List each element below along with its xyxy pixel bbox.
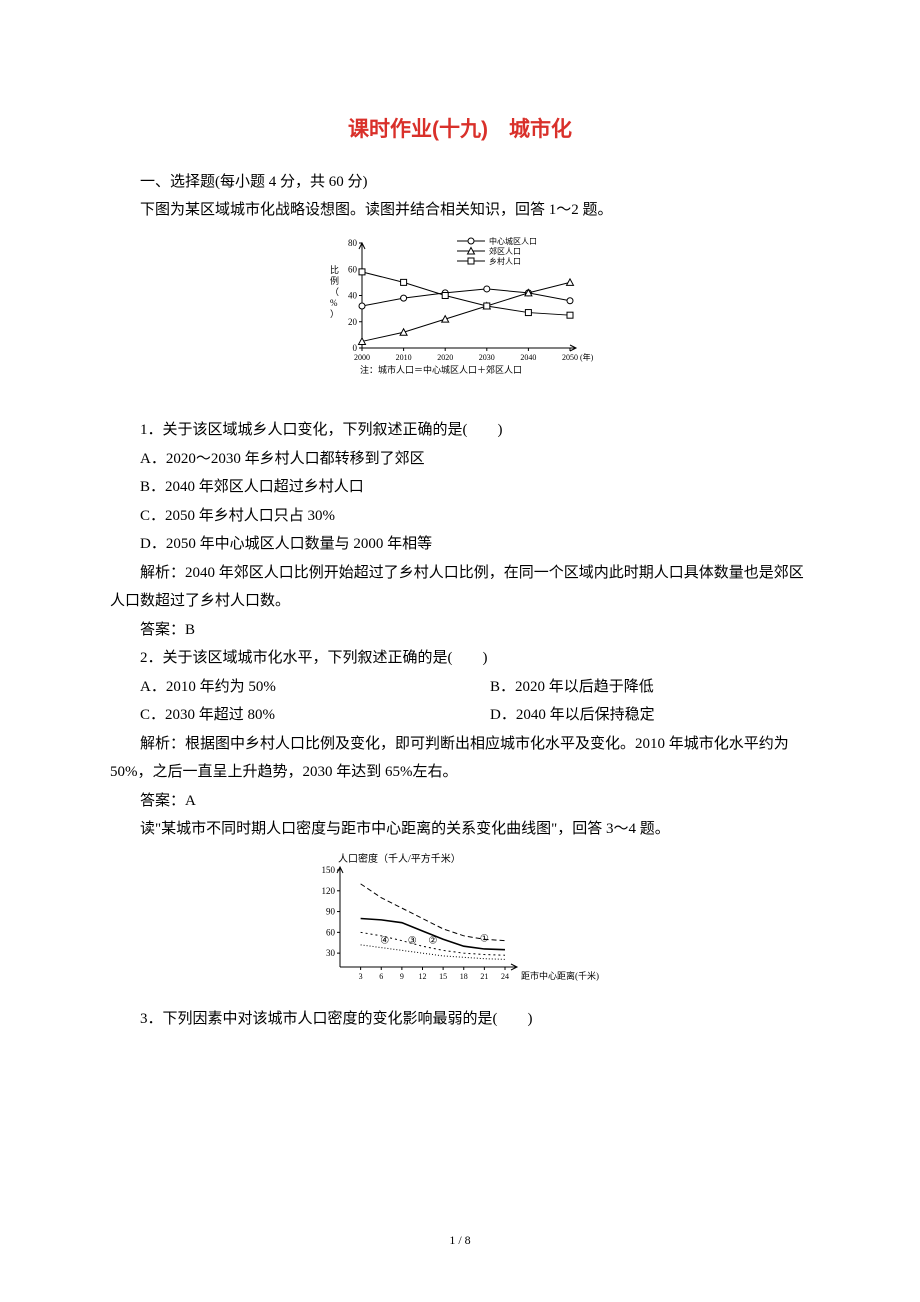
- q2-opt-b: B．2020 年以后趋于降低: [460, 673, 810, 702]
- svg-text:2010: 2010: [396, 353, 412, 362]
- svg-text:2000: 2000: [354, 353, 370, 362]
- page-total: / 8: [458, 1233, 470, 1247]
- chart1-container: 020406080200020102020203020402050(年)比例（%…: [110, 233, 810, 409]
- svg-text:（: （: [330, 287, 339, 297]
- svg-text:%: %: [330, 298, 338, 308]
- svg-text:④: ④: [380, 935, 389, 946]
- svg-text:6: 6: [379, 972, 383, 981]
- q3-stem: 3．下列因素中对该城市人口密度的变化影响最弱的是( ): [110, 1005, 810, 1034]
- svg-text:12: 12: [419, 972, 427, 981]
- svg-text:中心城区人口: 中心城区人口: [489, 236, 537, 246]
- svg-text:乡村人口: 乡村人口: [489, 256, 521, 266]
- svg-text:2040: 2040: [520, 353, 536, 362]
- svg-text:2050: 2050: [562, 353, 578, 362]
- density-distance-chart: 人口密度（千人/平方千米） 30 60 90 120 150 3 6 9 12 15 18 21 24 距市…: [290, 852, 630, 998]
- svg-text:比: 比: [330, 264, 339, 275]
- chart1-intro: 下图为某区域城市化战略设想图。读图并结合相关知识，回答 1～2 题。: [110, 196, 810, 225]
- q1-opt-c: C．2050 年乡村人口只占 30%: [110, 502, 810, 531]
- svg-text:郊区人口: 郊区人口: [489, 246, 521, 256]
- q2-explain: 解析：根据图中乡村人口比例及变化，即可判断出相应城市化水平及变化。2010 年城…: [110, 730, 810, 787]
- svg-text:18: 18: [460, 972, 468, 981]
- svg-text:150: 150: [322, 865, 336, 875]
- svg-text:9: 9: [400, 972, 404, 981]
- chart2-container: 人口密度（千人/平方千米） 30 60 90 120 150 3 6 9 12 15 18 21 24 距市…: [110, 852, 810, 998]
- svg-text:注：城市人口＝中心城区人口＋郊区人口: 注：城市人口＝中心城区人口＋郊区人口: [360, 364, 522, 375]
- chart2-intro: 读"某城市不同时期人口密度与距市中心距离的关系变化曲线图"，回答 3～4 题。: [110, 815, 810, 844]
- q2-opt-a: A．2010 年约为 50%: [110, 673, 460, 702]
- q2-opt-c: C．2030 年超过 80%: [110, 701, 460, 730]
- svg-text:(年): (年): [580, 352, 594, 362]
- svg-text:24: 24: [501, 972, 509, 981]
- q2-row-cd: C．2030 年超过 80% D．2040 年以后保持稳定: [110, 701, 810, 730]
- svg-text:21: 21: [480, 972, 488, 981]
- svg-text:3: 3: [359, 972, 363, 981]
- svg-text:②: ②: [428, 935, 437, 946]
- svg-text:60: 60: [348, 264, 358, 274]
- svg-text:人口密度（千人/平方千米）: 人口密度（千人/平方千米）: [338, 852, 461, 865]
- svg-text:20: 20: [348, 317, 358, 327]
- svg-text:）: ）: [330, 309, 339, 319]
- page-number: 1: [449, 1233, 455, 1247]
- svg-text:40: 40: [348, 290, 358, 300]
- svg-text:2020: 2020: [437, 353, 453, 362]
- urbanization-line-chart: 020406080200020102020203020402050(年)比例（%…: [310, 233, 610, 409]
- q1-answer: 答案：B: [110, 616, 810, 645]
- section-heading: 一、选择题(每小题 4 分，共 60 分): [110, 168, 810, 197]
- q1-explain: 解析：2040 年郊区人口比例开始超过了乡村人口比例，在同一个区域内此时期人口具…: [110, 559, 810, 616]
- svg-text:距市中心距离(千米): 距市中心距离(千米): [521, 970, 599, 981]
- svg-text:90: 90: [326, 906, 336, 916]
- svg-text:例: 例: [330, 275, 339, 286]
- q2-answer: 答案：A: [110, 787, 810, 816]
- lesson-title: 课时作业(十九) 城市化: [110, 110, 810, 150]
- svg-text:60: 60: [326, 927, 336, 937]
- q2-row-ab: A．2010 年约为 50% B．2020 年以后趋于降低: [110, 673, 810, 702]
- q2-opt-d: D．2040 年以后保持稳定: [460, 701, 810, 730]
- svg-text:80: 80: [348, 238, 358, 248]
- svg-text:①: ①: [480, 933, 489, 944]
- svg-text:0: 0: [353, 343, 358, 353]
- q1-opt-d: D．2050 年中心城区人口数量与 2000 年相等: [110, 530, 810, 559]
- svg-text:15: 15: [439, 972, 447, 981]
- q1-opt-a: A．2020～2030 年乡村人口都转移到了郊区: [110, 445, 810, 474]
- page: 课时作业(十九) 城市化 一、选择题(每小题 4 分，共 60 分) 下图为某区…: [0, 0, 920, 1302]
- svg-text:30: 30: [326, 948, 336, 958]
- q1-stem: 1．关于该区域城乡人口变化，下列叙述正确的是( ): [110, 416, 810, 445]
- svg-text:③: ③: [408, 935, 417, 946]
- svg-text:120: 120: [322, 886, 336, 896]
- q2-stem: 2．关于该区域城市化水平，下列叙述正确的是( ): [110, 644, 810, 673]
- q1-opt-b: B．2040 年郊区人口超过乡村人口: [110, 473, 810, 502]
- svg-text:2030: 2030: [479, 353, 495, 362]
- page-footer: 1 / 8: [0, 1229, 920, 1252]
